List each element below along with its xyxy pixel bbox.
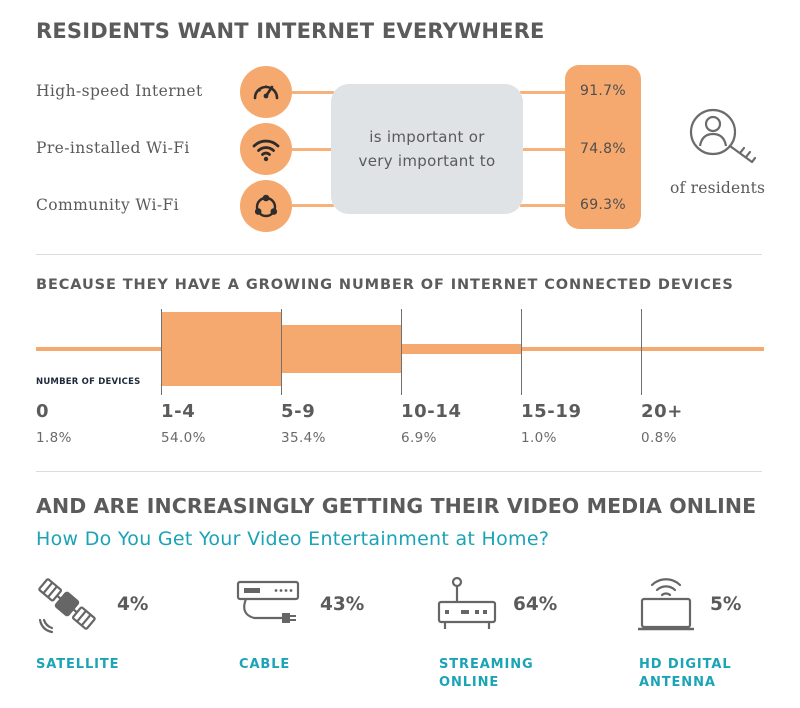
row-label-community-wifi: Community Wi-Fi — [36, 196, 179, 214]
cable-percent: 43% — [320, 594, 365, 615]
connector-left-3 — [292, 204, 334, 207]
residents-label: of residents — [670, 179, 766, 197]
satellite-percent: 4% — [117, 594, 149, 615]
percent-preinstalled-wifi: 74.8% — [580, 141, 626, 157]
device-bar-5-9 — [281, 324, 401, 374]
router-icon — [437, 576, 499, 636]
connector-left-1 — [292, 91, 334, 94]
connector-left-2 — [292, 148, 334, 151]
device-bar-15-19 — [521, 347, 641, 351]
satellite-label: SATELLITE — [36, 657, 120, 672]
device-tick-10-14 — [401, 309, 402, 395]
device-bin-label-10-14: 10-14 — [401, 401, 462, 422]
device-bar-10-14 — [401, 344, 521, 354]
importance-line-1: is important or — [369, 128, 485, 146]
antenna-label-line1: HD DIGITAL — [639, 657, 732, 672]
percent-community-wifi: 69.3% — [580, 197, 626, 213]
device-tick-15-19 — [521, 309, 522, 395]
wifi-icon — [240, 123, 292, 175]
streaming-label-line1: STREAMING — [439, 657, 534, 672]
device-bin-percent-zero: 1.8% — [36, 430, 72, 446]
cable-box-icon — [236, 580, 302, 636]
device-tick-20-plus — [641, 309, 642, 395]
section3-subtitle: How Do You Get Your Video Entertainment … — [36, 528, 550, 550]
section3-title: AND ARE INCREASINGLY GETTING THEIR VIDEO… — [36, 494, 757, 518]
device-bar-zero — [36, 347, 161, 351]
antenna-icon — [636, 573, 698, 637]
divider-2 — [36, 471, 762, 472]
device-bin-label-20-plus: 20+ — [641, 401, 683, 422]
antenna-percent: 5% — [710, 594, 742, 615]
connector-right-1 — [520, 91, 568, 94]
row-label-high-speed: High-speed Internet — [36, 82, 203, 100]
device-bar-20-plus — [641, 347, 764, 351]
section2-title: BECAUSE THEY HAVE A GROWING NUMBER OF IN… — [36, 277, 734, 293]
cable-label: CABLE — [239, 657, 291, 672]
row-label-preinstalled-wifi: Pre-installed Wi-Fi — [36, 139, 190, 157]
device-bin-percent-10-14: 6.9% — [401, 430, 437, 446]
network-icon — [240, 180, 292, 232]
device-bin-percent-5-9: 35.4% — [281, 430, 326, 446]
device-bin-percent-20-plus: 0.8% — [641, 430, 677, 446]
section1-title: RESIDENTS WANT INTERNET EVERYWHERE — [36, 19, 545, 43]
speedometer-icon — [240, 66, 292, 118]
streaming-label-line2: ONLINE — [439, 675, 500, 690]
resident-key-icon — [688, 102, 760, 172]
connector-right-3 — [520, 204, 568, 207]
device-bin-percent-15-19: 1.0% — [521, 430, 557, 446]
percent-high-speed: 91.7% — [580, 83, 626, 99]
antenna-label-line2: ANTENNA — [639, 675, 716, 690]
device-bar-1-4 — [161, 312, 281, 386]
device-bin-label-15-19: 15-19 — [521, 401, 582, 422]
importance-box: is important or very important to — [331, 84, 523, 214]
device-tick-1-4 — [161, 309, 162, 395]
device-bin-label-1-4: 1-4 — [161, 401, 196, 422]
device-bin-label-5-9: 5-9 — [281, 401, 316, 422]
divider-1 — [36, 254, 762, 255]
percent-box — [565, 65, 641, 229]
device-tick-5-9 — [281, 309, 282, 395]
device-bin-label-zero: 0 — [36, 401, 50, 422]
importance-line-2: very important to — [358, 152, 496, 170]
streaming-percent: 64% — [513, 594, 558, 615]
devices-axis-label: NUMBER OF DEVICES — [36, 377, 141, 387]
satellite-icon — [34, 574, 100, 640]
device-bin-percent-1-4: 54.0% — [161, 430, 206, 446]
connector-right-2 — [520, 148, 568, 151]
